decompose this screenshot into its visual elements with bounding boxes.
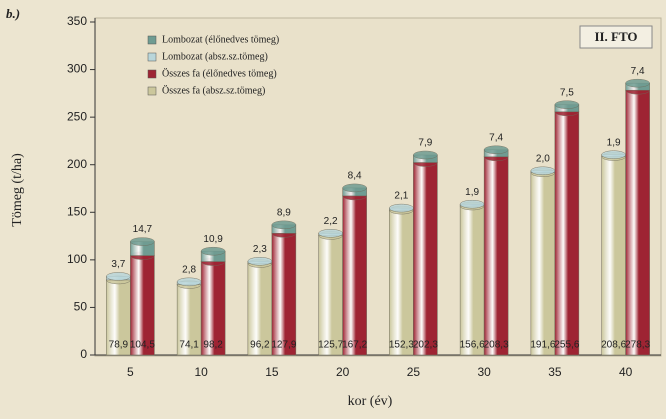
y-tick-label: 0 [80,347,87,361]
legend-swatch [147,35,157,45]
bar-cap [318,229,343,238]
value-label: 2,3 [253,244,267,255]
y-tick-label: 300 [67,62,87,76]
y-tick-label: 250 [67,109,87,123]
bar-cap [554,100,580,109]
bar [130,255,155,356]
x-axis-label: kor (év) [348,394,393,409]
bar-cap [176,277,202,287]
legend-label: Lombozat (élőnedves tömeg) [162,34,279,45]
value-label: 96,2 [250,340,270,351]
legend-swatch [147,52,157,62]
value-label: 2,1 [394,191,408,202]
bar [200,261,226,356]
value-label: 8,4 [348,171,362,182]
value-label: 7,4 [631,66,645,77]
x-tick-label: 35 [548,365,562,379]
value-label: 208,3 [484,340,509,351]
value-label: 156,6 [460,340,485,351]
value-label: 2,8 [182,264,196,275]
value-label: 278,3 [625,340,650,351]
y-tick-label: 50 [74,300,88,314]
value-label: 255,6 [554,340,579,351]
y-tick-label: 150 [67,204,87,218]
bar [389,209,414,356]
bar [106,279,131,356]
bar-cap [413,150,438,160]
legend-label: Összes fa (élőnedves tömeg) [162,67,277,79]
chart-title: b.) [6,6,20,21]
value-label: 152,3 [389,340,414,351]
value-label: 2,0 [536,153,550,164]
bar-cap [342,183,367,193]
bar-cap [130,237,155,246]
subtitle: II. FTO [594,29,637,44]
bar-cap [625,78,650,88]
bar-cap [483,145,509,155]
legend-label: Összes fa (absz.sz.tömeg) [162,84,265,96]
legend-label: Lombozat (absz.sz.tömeg) [162,51,268,62]
bar [554,111,580,356]
x-tick-label: 10 [194,365,208,379]
value-label: 7,9 [418,138,432,149]
bar-cap [459,199,485,209]
bar-cap [601,150,626,159]
x-tick-label: 5 [127,365,134,379]
bar [318,235,343,356]
bar [601,156,626,356]
value-label: 3,7 [111,259,125,270]
y-tick-label: 350 [67,14,87,28]
value-label: 104,5 [130,340,155,351]
x-tick-label: 30 [477,365,491,379]
bar-cap [530,166,556,176]
bar [625,89,650,356]
bar [413,162,438,356]
x-tick-label: 40 [619,365,633,379]
y-axis-label: Tömeg (t/ha) [10,153,25,227]
bar-cap [200,246,226,256]
bar [247,263,273,356]
value-label: 7,4 [489,132,503,143]
value-label: 74,1 [179,340,199,351]
value-label: 1,9 [465,187,479,198]
bar [342,195,367,356]
bar-cap [389,203,414,213]
x-tick-label: 25 [407,365,421,379]
value-label: 1,9 [607,137,621,148]
value-label: 208,6 [601,340,626,351]
value-label: 202,3 [413,340,438,351]
y-tick-label: 100 [67,252,87,266]
y-tick-label: 200 [67,157,87,171]
bar [483,156,509,356]
value-label: 167,2 [342,340,367,351]
x-tick-label: 15 [265,365,279,379]
value-label: 127,9 [271,340,296,351]
bar [459,205,485,356]
legend-swatch [147,69,157,79]
value-label: 78,9 [109,340,129,351]
value-label: 8,9 [277,207,291,218]
legend-swatch [147,86,157,96]
value-label: 98,2 [203,340,223,351]
bar [530,172,556,356]
subtitle-box [579,25,653,49]
value-label: 10,9 [203,234,223,245]
bar [271,233,297,356]
value-label: 191,6 [530,340,555,351]
bar-cap [106,272,131,281]
x-tick-label: 20 [336,365,350,379]
value-label: 125,7 [318,340,343,351]
value-label: 7,5 [560,87,574,98]
bar-cap [271,220,297,230]
value-label: 2,2 [324,216,338,227]
value-label: 14,7 [133,224,153,235]
bar-cap [247,257,273,266]
bar [176,284,202,356]
